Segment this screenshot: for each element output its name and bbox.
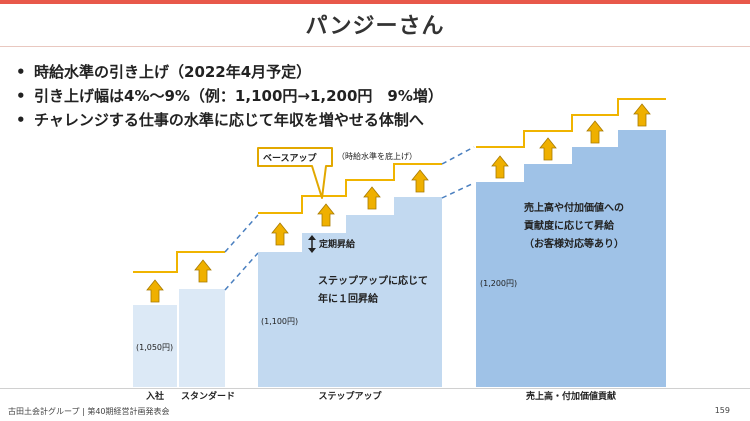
callout-note: （時給水準を底上げ） (337, 151, 417, 161)
raise-arrow-icon (411, 169, 429, 193)
stepup-description-line2: 年に１回昇給 (318, 292, 379, 305)
periodic-raise-label: 定期昇給 (318, 238, 356, 250)
bullet-list: 時給水準の引き上げ（2022年4月予定） 引き上げ幅は4%～9%（例：1,100… (16, 60, 443, 132)
step-block-stepup-3 (346, 215, 394, 387)
raise-arrow-icon (539, 137, 557, 161)
step-block-sales-4 (618, 130, 666, 387)
stepup-description-line1: ステップアップに応じて (318, 274, 428, 287)
sales-description-line3: （お客様対応等あり） (524, 237, 624, 250)
wage-label-sales: (1,200円) (480, 279, 517, 288)
step-block-standard (179, 289, 225, 387)
raise-arrow-icon (633, 103, 651, 127)
top-accent-bar (0, 0, 750, 4)
raise-arrow-icon (586, 120, 604, 144)
base-up-callout (257, 147, 333, 199)
step-block-entry (133, 305, 177, 387)
step-block-sales-2 (524, 164, 572, 387)
dashed-connector (441, 146, 475, 165)
category-label-sales: 売上高・付加価値貢献 (526, 390, 616, 402)
gold-step-line (133, 251, 225, 273)
category-label-standard: スタンダード (181, 390, 235, 402)
footer-separator: | (82, 407, 88, 416)
step-block-stepup-1 (258, 252, 302, 387)
title-divider (0, 46, 750, 47)
step-block-stepup-2 (302, 233, 346, 387)
raise-arrow-icon (271, 222, 289, 246)
slide-title: パンジーさん (305, 14, 445, 39)
page-number: 159 (714, 406, 730, 415)
raise-arrow-icon (146, 279, 164, 303)
wage-label-stepup: (1,100円) (261, 317, 298, 326)
step-block-sales-1 (476, 182, 524, 387)
raise-arrow-icon (363, 186, 381, 210)
sales-description-line1: 売上高や付加価値への (524, 201, 624, 214)
gold-step-line (258, 163, 442, 214)
wage-label-entry: (1,050円) (136, 343, 173, 352)
gold-step-line (476, 98, 666, 148)
double-arrow-icon (308, 235, 316, 253)
sales-description-line2: 貢献度に応じて昇給 (524, 219, 615, 232)
meeting-name: 第40期経営計画発表会 (87, 407, 170, 416)
callout-label: ベースアップ (263, 152, 318, 164)
dashed-connector (441, 182, 475, 199)
dashed-connector (224, 214, 259, 253)
company-name: 古田土会計グループ (8, 407, 80, 416)
step-block-sales-3 (572, 147, 618, 387)
bullet-item: 引き上げ幅は4%～9%（例：1,100円→1,200円 9%増） (16, 84, 443, 108)
footer-text: 古田土会計グループ | 第40期経営計画発表会 (8, 406, 170, 417)
category-label-entry: 入社 (145, 390, 164, 402)
raise-arrow-icon (491, 155, 509, 179)
bullet-item: 時給水準の引き上げ（2022年4月予定） (16, 60, 443, 84)
category-label-stepup: ステップアップ (318, 390, 382, 402)
dashed-connector (224, 252, 259, 291)
raise-arrow-icon (194, 259, 212, 283)
step-block-stepup-4 (394, 197, 442, 387)
footer-divider (0, 388, 750, 389)
raise-arrow-icon (317, 203, 335, 227)
bullet-item: チャレンジする仕事の水準に応じて年収を増やせる体制へ (16, 108, 443, 132)
